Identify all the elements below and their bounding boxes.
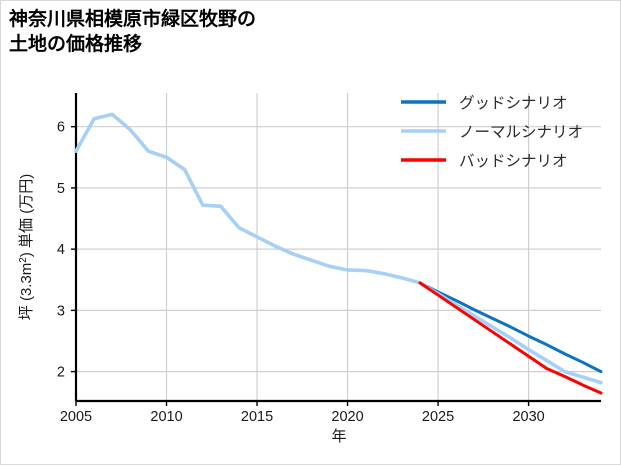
gridlines-group bbox=[75, 93, 601, 401]
legend-label-バッドシナリオ: バッドシナリオ bbox=[459, 153, 568, 170]
y-tick-label: 3 bbox=[57, 303, 65, 319]
y-tick-label: 4 bbox=[57, 242, 65, 258]
legend-label-ノーマルシナリオ: ノーマルシナリオ bbox=[459, 124, 583, 141]
y-axis-label-text-m: m bbox=[18, 263, 35, 276]
axis-lines-group bbox=[74, 93, 601, 403]
x-tick-labels-group: 2005 2010 2015 2020 2025 2030 bbox=[60, 401, 545, 425]
legend-label-グッドシナリオ: グッドシナリオ bbox=[459, 94, 568, 112]
y-tick-label: 6 bbox=[57, 120, 65, 136]
svg-text:坪 (3.3m2) 単価 (万円): 坪 (3.3m2) 単価 (万円) bbox=[18, 174, 36, 320]
page-title: 神奈川県相模原市緑区牧野の 土地の価格推移 bbox=[9, 9, 257, 56]
data-series-group bbox=[74, 112, 603, 395]
y-axis-label: 坪 (3.3m2) 単価 (万円) bbox=[18, 174, 36, 320]
x-axis-label: 年 bbox=[331, 428, 346, 445]
series-line-グッドシナリオ bbox=[418, 281, 603, 374]
y-axis-label-superscript: 2 bbox=[18, 257, 29, 263]
y-tick-label: 5 bbox=[57, 181, 65, 197]
x-tick-label: 2020 bbox=[331, 409, 363, 425]
x-tick-label: 2025 bbox=[422, 409, 454, 425]
series-line-バッドシナリオ bbox=[418, 281, 603, 395]
y-tick-labels-group: 2 3 4 5 6 bbox=[57, 120, 76, 381]
x-tick-label: 2005 bbox=[60, 409, 92, 425]
x-tick-label: 2015 bbox=[241, 409, 273, 425]
x-tick-label: 2010 bbox=[150, 409, 182, 425]
y-axis-label-text-b: ) 単価 (万円) bbox=[18, 174, 35, 257]
y-axis-label-text-a: 坪 (3.3 bbox=[18, 275, 35, 320]
y-tick-label: 2 bbox=[57, 365, 65, 381]
x-tick-label: 2030 bbox=[512, 409, 544, 425]
series-line-ノーマルシナリオ bbox=[74, 112, 603, 385]
